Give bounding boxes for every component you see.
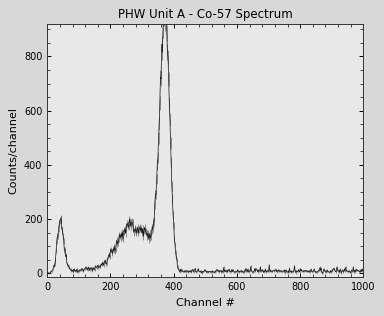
Title: PHW Unit A - Co-57 Spectrum: PHW Unit A - Co-57 Spectrum [118,8,293,21]
Y-axis label: Counts/channel: Counts/channel [8,107,18,194]
X-axis label: Channel #: Channel # [176,298,235,308]
